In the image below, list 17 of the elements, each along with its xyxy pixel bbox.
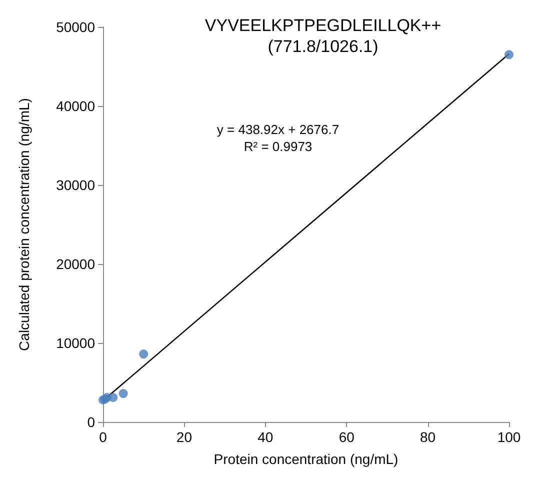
x-tick-label: 40 [258,429,274,445]
y-tick-label: 40000 [56,98,96,114]
x-tick-label: 80 [420,429,436,445]
chart-title: VYVEELKPTPEGDLEILLQK++ [204,16,442,35]
x-tick-label: 60 [338,429,355,445]
y-axis-title: Calculated protein concentration (ng/mL) [16,98,32,351]
text: (771.8/1026.1) [268,37,378,56]
y-tick-label: 0 [87,414,96,430]
y-tick-label: 50000 [56,19,96,35]
x-axis-title: Protein concentration (ng/mL) [214,451,398,467]
x-tick-label: 100 [497,429,521,445]
x-tick-label: 0 [99,429,108,445]
y-tick-label: 30000 [56,177,96,193]
annotation: y = 438.92x + 2676.7 R² = 0.9973 [216,122,340,154]
x-tick-label: 20 [176,429,192,445]
y-tick-label: 20000 [56,256,96,272]
y-tick-label: 10000 [56,335,96,351]
